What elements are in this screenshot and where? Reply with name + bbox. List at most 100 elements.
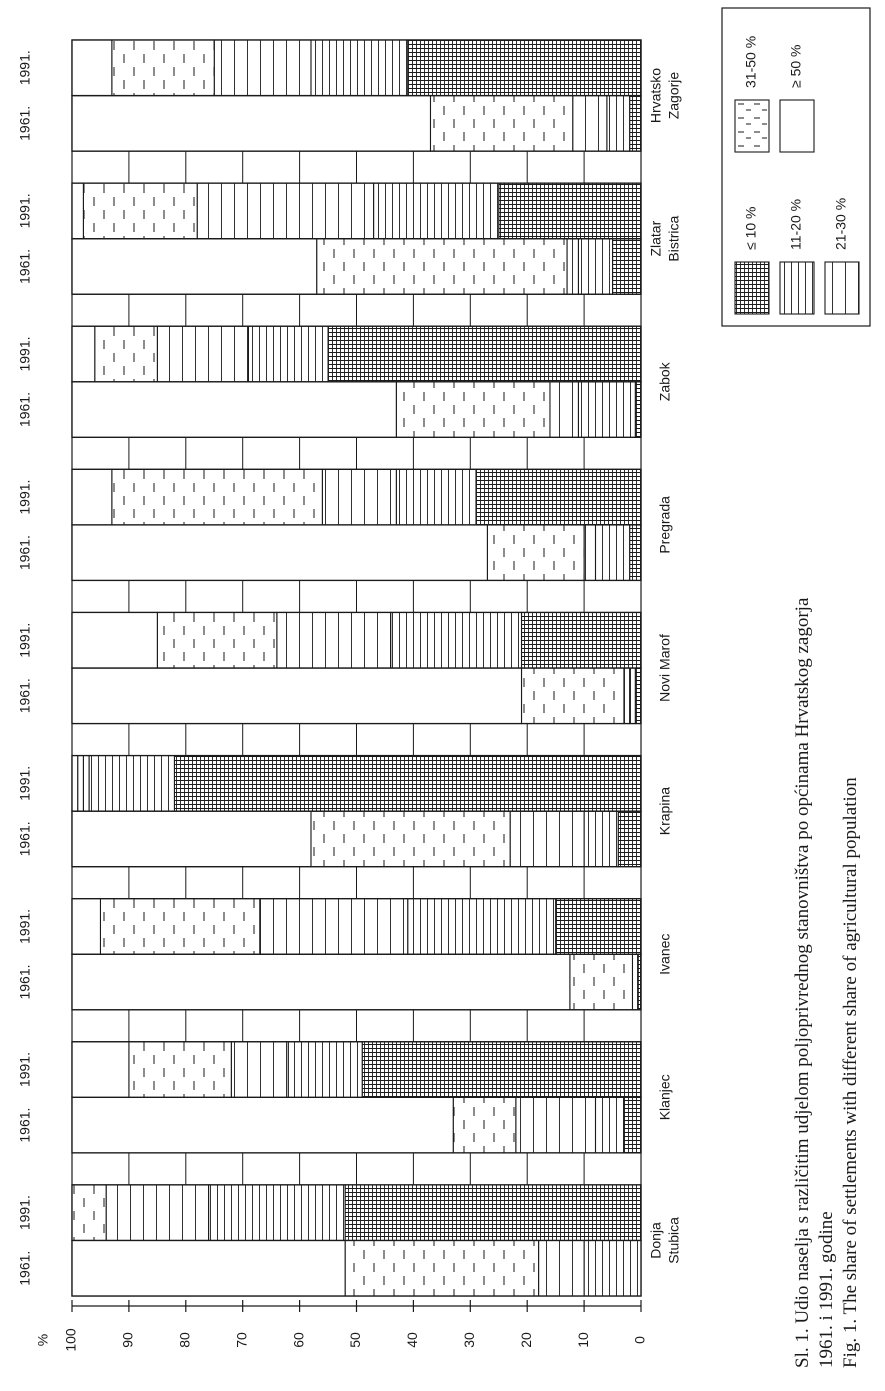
bar-segment [623, 667, 631, 725]
bar-outline [71, 611, 642, 669]
bar-segment [71, 953, 571, 1011]
bar-segment [520, 667, 625, 725]
bar-segment [247, 325, 329, 383]
year-label: 1991. [17, 1052, 33, 1087]
tick-label: 50 [347, 1332, 363, 1348]
year-label: 1991. [17, 480, 33, 515]
tick-label: 60 [290, 1332, 306, 1348]
bar-segment [629, 524, 642, 581]
year-label: 1961. [17, 535, 33, 570]
bar-segment [344, 1184, 642, 1241]
bar-segment [555, 898, 642, 955]
bar-segment [407, 898, 557, 955]
bar-segment [71, 182, 84, 240]
tick-label: 90 [120, 1332, 136, 1348]
bar-segment [634, 667, 642, 725]
bar-outline [71, 468, 642, 526]
legend-label: ≤ 10 % [743, 207, 759, 250]
category-labels: 1961. 1991. Donja Stubica 1961. 1991. Klanjec 1… [17, 50, 682, 1285]
legend-swatch [779, 99, 815, 153]
bar-segment [196, 182, 375, 240]
bar-segment [321, 468, 397, 526]
bar-segment [310, 39, 409, 97]
bar-segment [390, 611, 523, 669]
bar-segment [156, 611, 278, 669]
bar-segment [486, 524, 585, 581]
bar-segment [173, 755, 642, 812]
tick-label: 30 [461, 1332, 477, 1348]
category-label: Donja [648, 1222, 664, 1259]
bar-segment [71, 238, 318, 295]
bar-segment [82, 755, 90, 812]
bar-segment [111, 39, 215, 97]
year-label: 1991. [17, 50, 33, 85]
bar-segment [327, 325, 642, 383]
bar-segment [88, 755, 175, 812]
bar-segment [538, 1239, 585, 1297]
category-label: Pregrada [657, 496, 673, 554]
bar-segment [566, 238, 579, 295]
bar-segment [569, 953, 634, 1011]
bar-segment [634, 381, 642, 438]
bar-segment [623, 1096, 642, 1154]
caption: Sl. 1. Udio naselja s različitim udjelom… [792, 597, 861, 1368]
bar-segment [105, 1184, 210, 1241]
legend-label: 31-50 % [743, 36, 759, 88]
bar-segment [310, 810, 511, 868]
category-label: Stubica [666, 1217, 682, 1264]
bar-segment [344, 1239, 540, 1297]
bar-segment [156, 325, 249, 383]
category-label: Bistrica [666, 216, 682, 262]
bar-segment [71, 524, 488, 581]
legend-swatch [824, 261, 860, 315]
bar-segment [631, 953, 639, 1011]
bar-segment [583, 810, 619, 868]
bar-segment [71, 667, 523, 725]
category-label: Klanjec [657, 1074, 673, 1120]
year-label: 1961. [17, 249, 33, 284]
tick-label: 20 [518, 1332, 534, 1348]
bar-segment [509, 810, 585, 868]
bar-segment [71, 898, 102, 955]
bar-segment [395, 468, 477, 526]
year-label: 1991. [17, 336, 33, 371]
axis-unit: % [35, 1334, 51, 1346]
category-label: Novi Marof [657, 634, 673, 702]
caption-line-3: Fig. 1. The share of settlements with di… [840, 777, 861, 1368]
year-label: 1961. [17, 964, 33, 999]
bar-segment [606, 95, 631, 152]
tick-label: 10 [575, 1332, 591, 1348]
bar-segment [515, 1096, 597, 1154]
bar-segment [71, 95, 432, 152]
bar-outline [71, 39, 642, 97]
bar-outline [71, 1041, 642, 1098]
bar-segment [213, 39, 312, 97]
bar-segment [230, 1041, 289, 1098]
category-label: Zlatar [648, 220, 664, 256]
category-label: Zagorje [666, 72, 682, 120]
tick-label: 40 [404, 1332, 420, 1348]
bar-outline [71, 325, 642, 383]
bar-segment [111, 468, 323, 526]
bar-segment [617, 810, 642, 868]
year-label: 1961. [17, 1108, 33, 1143]
category-label: Krapina [657, 787, 673, 835]
bar-segment [71, 1041, 130, 1098]
tick-label: 100 [63, 1328, 79, 1352]
year-label: 1991. [17, 193, 33, 228]
bar-segment [475, 468, 642, 526]
legend-swatch [734, 261, 770, 315]
bar-segment [629, 667, 636, 725]
bar-segment [316, 238, 568, 295]
bar-segment [99, 898, 261, 955]
category-label: Hrvatsko [648, 68, 664, 123]
bar-segment [452, 1096, 517, 1154]
bar-segment [594, 524, 631, 581]
caption-line-2: 1961. i 1991. godine [816, 1211, 837, 1368]
bar-segment [208, 1184, 346, 1241]
bar-outline [71, 898, 642, 955]
bar-segment [77, 755, 84, 812]
year-label: 1961. [17, 392, 33, 427]
bar-segment [71, 468, 113, 526]
